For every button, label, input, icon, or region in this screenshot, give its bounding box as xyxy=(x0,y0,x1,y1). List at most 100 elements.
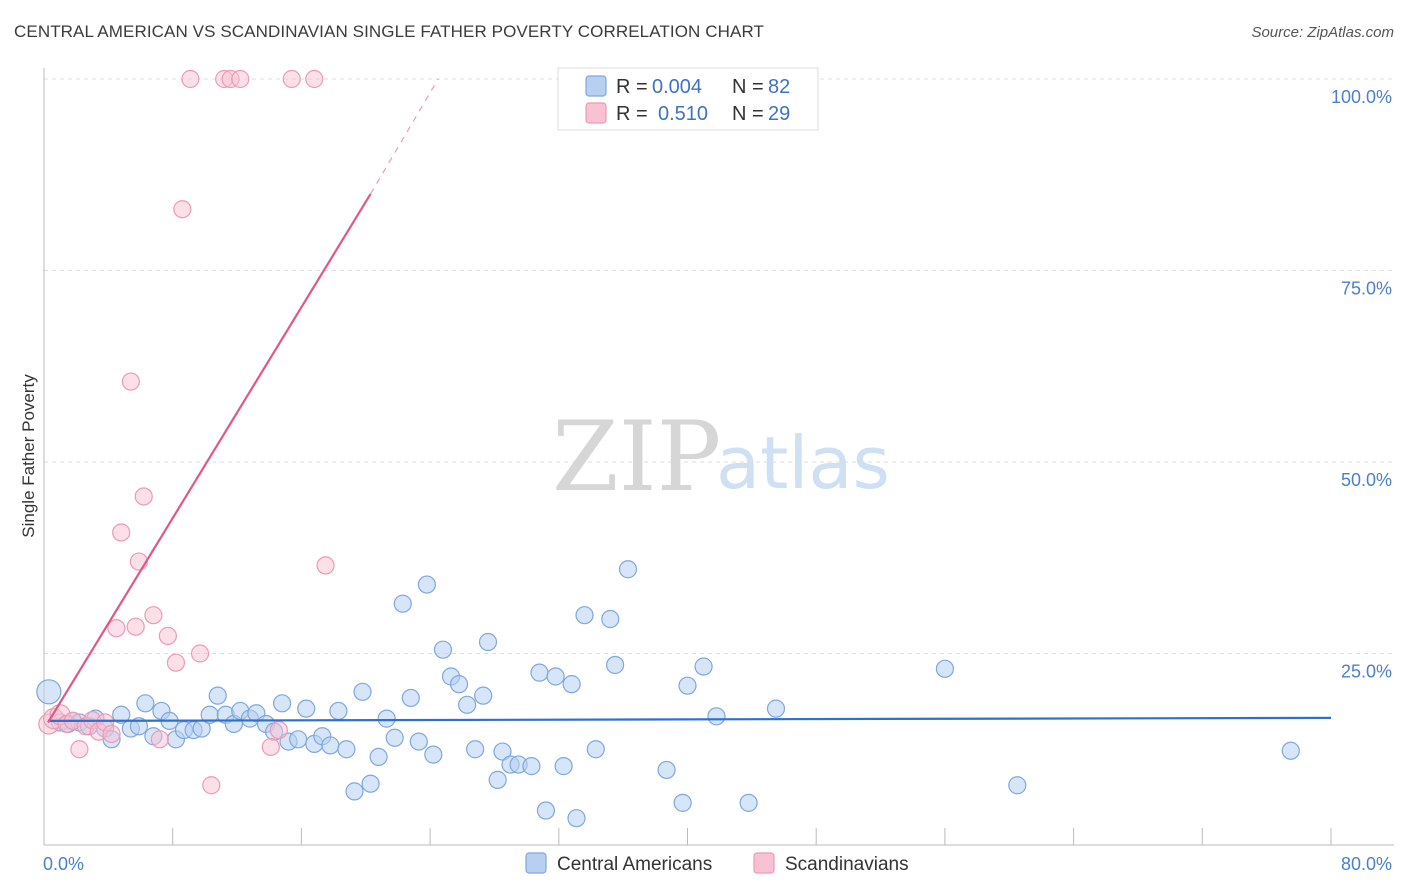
point-central-americans xyxy=(345,782,364,801)
point-central-americans xyxy=(536,801,556,820)
point-scandinavians xyxy=(181,69,200,89)
point-scandinavians xyxy=(129,552,149,571)
point-central-americans xyxy=(766,699,786,718)
x-tick-label-max: 80.0% xyxy=(1341,854,1392,874)
point-central-americans xyxy=(272,694,292,713)
point-central-americans xyxy=(385,728,404,747)
y-tick-label-100: 100.0% xyxy=(1331,87,1392,107)
point-central-americans xyxy=(530,663,549,682)
point-central-americans xyxy=(112,705,131,724)
y-tick-label-75: 75.0% xyxy=(1341,279,1392,299)
point-scandinavians xyxy=(158,626,177,645)
point-central-americans xyxy=(424,745,443,764)
legend-r-label-blue: R = xyxy=(616,76,648,98)
point-central-americans xyxy=(707,707,726,726)
tick-labels: 25.0% 50.0% 75.0% 100.0% 0.0% 80.0% xyxy=(43,87,1392,874)
point-scandinavians xyxy=(126,617,145,636)
bottom-legend-label-central-americans: Central Americans xyxy=(557,854,712,875)
point-central-americans xyxy=(606,655,625,675)
point-central-americans xyxy=(562,675,581,694)
y-tick-label-25: 25.0% xyxy=(1341,662,1392,682)
point-central-americans xyxy=(1008,776,1027,795)
point-central-americans xyxy=(739,793,758,812)
watermark-atlas: atlas xyxy=(716,421,890,505)
point-scandinavians xyxy=(144,606,163,625)
bottom-legend-swatch-blue xyxy=(525,852,547,874)
point-scandinavians xyxy=(282,69,301,89)
legend-n-value-pink: 29 xyxy=(768,103,790,125)
point-central-americans xyxy=(546,667,565,686)
trendline-scandinavians xyxy=(47,193,372,724)
point-central-americans xyxy=(678,676,697,695)
point-scandinavians xyxy=(261,737,280,757)
point-central-americans xyxy=(321,736,340,755)
bottom-legend-label-scandinavians: Scandinavians xyxy=(785,854,909,875)
point-central-americans xyxy=(361,774,380,793)
chart-source: Source: ZipAtlas.com xyxy=(1251,24,1394,41)
point-central-americans xyxy=(493,742,512,761)
y-tick-label-50: 50.0% xyxy=(1341,470,1392,490)
chart-title: CENTRAL AMERICAN VS SCANDINAVIAN SINGLE … xyxy=(14,22,764,41)
point-scandinavians xyxy=(305,69,324,89)
point-scandinavians xyxy=(102,724,121,744)
legend-n-label-blue: N = xyxy=(732,76,764,98)
point-scandinavians xyxy=(316,556,335,575)
point-scandinavians xyxy=(150,730,169,749)
point-scandinavians xyxy=(107,619,126,638)
point-central-americans xyxy=(567,809,586,828)
point-central-americans xyxy=(657,760,676,780)
point-central-americans xyxy=(935,659,955,678)
bottom-legend: Central Americans Scandinavians xyxy=(525,852,909,875)
point-central-americans xyxy=(522,757,541,776)
grid-layer xyxy=(44,78,1394,654)
watermark: ZIP atlas xyxy=(552,401,890,513)
point-central-americans xyxy=(1281,741,1300,760)
trendline-scandinavians-extension xyxy=(370,78,439,195)
legend-n-value-blue: 82 xyxy=(768,76,790,98)
series-central-americans xyxy=(36,560,1300,828)
y-axis-title: Single Father Poverty xyxy=(19,374,38,538)
series-scandinavians xyxy=(38,69,335,795)
top-legend: R = 0.004 N = 82 R = 0.510 N = 29 xyxy=(557,67,819,131)
point-central-americans xyxy=(377,709,396,728)
watermark-zip: ZIP xyxy=(552,401,721,513)
point-central-americans xyxy=(433,640,453,659)
point-central-americans xyxy=(466,740,485,759)
point-central-americans xyxy=(618,560,638,579)
point-central-americans xyxy=(337,740,356,759)
legend-r-value-pink: 0.510 xyxy=(658,103,708,125)
point-central-americans xyxy=(129,717,149,736)
point-scandinavians xyxy=(166,653,186,672)
point-scandinavians xyxy=(231,69,250,89)
x-tick-label-min: 0.0% xyxy=(43,854,84,874)
point-central-americans xyxy=(449,675,469,694)
point-central-americans xyxy=(297,699,316,718)
point-central-americans xyxy=(329,701,348,721)
point-central-americans xyxy=(136,694,155,713)
point-central-americans xyxy=(673,793,692,812)
point-central-americans xyxy=(488,770,507,789)
point-scandinavians xyxy=(121,372,140,391)
point-central-americans xyxy=(208,686,227,705)
point-central-americans xyxy=(36,679,62,705)
trendline-central-americans xyxy=(47,716,1332,723)
legend-n-label-pink: N = xyxy=(732,103,764,125)
point-central-americans xyxy=(289,730,308,749)
point-central-americans xyxy=(601,609,620,629)
point-scandinavians xyxy=(190,644,210,663)
bottom-legend-swatch-pink xyxy=(753,852,775,874)
point-central-americans xyxy=(417,575,436,594)
point-scandinavians xyxy=(173,200,192,219)
point-central-americans xyxy=(474,686,493,705)
point-central-americans xyxy=(478,632,498,652)
point-central-americans xyxy=(554,757,573,776)
point-central-americans xyxy=(393,594,412,613)
point-scandinavians xyxy=(70,740,89,759)
point-central-americans xyxy=(694,657,713,676)
point-central-americans xyxy=(575,606,594,625)
point-central-americans xyxy=(458,695,477,714)
legend-swatch-pink xyxy=(585,102,607,124)
point-central-americans xyxy=(586,740,605,759)
point-central-americans xyxy=(353,682,372,701)
